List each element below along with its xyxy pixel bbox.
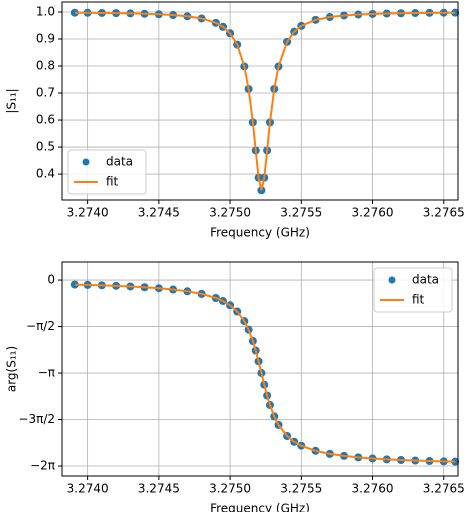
y-tick-label: 0.4	[36, 167, 55, 181]
y-tick-label: −π	[38, 366, 55, 380]
legend-label: fit	[412, 293, 425, 307]
x-tick-label: 3.2755	[280, 206, 322, 220]
x-tick-label: 3.2740	[67, 206, 109, 220]
plot-frame	[61, 1, 459, 201]
legend-label: data	[412, 273, 439, 287]
x-axis-label: Frequency (GHz)	[210, 226, 310, 240]
x-tick-label: 3.2745	[138, 482, 180, 496]
fit-line	[74, 283, 456, 463]
x-tick-label: 3.2760	[352, 206, 394, 220]
y-tick-label: 0.8	[36, 59, 55, 73]
x-tick-label: 3.2745	[138, 206, 180, 220]
y-tick-label: 1.0	[36, 4, 55, 18]
y-tick-label: −2π	[30, 459, 55, 473]
x-tick-label: 3.2750	[209, 482, 251, 496]
x-tick-label: 3.2740	[67, 482, 109, 496]
legend-marker	[388, 276, 396, 284]
y-tick-label: 0.5	[36, 140, 55, 154]
y-tick-label: −3π/2	[18, 412, 55, 426]
y-tick-label: 0.9	[36, 32, 55, 46]
plot-frame	[61, 261, 459, 477]
x-tick-label: 3.2765	[423, 206, 465, 220]
legend: data fit	[67, 149, 147, 195]
legend-marker	[82, 158, 90, 166]
y-tick-label: −π/2	[26, 319, 55, 333]
legend-label: fit	[106, 175, 119, 189]
y-tick-label: 0.7	[36, 86, 55, 100]
legend: data fit	[373, 267, 453, 313]
y-axis-label: arg(S₁₁)	[5, 346, 19, 392]
y-axis-label: |S₁₁|	[5, 88, 19, 113]
x-tick-label: 3.2750	[209, 206, 251, 220]
data-point	[70, 8, 79, 17]
x-tick-label: 3.2765	[423, 482, 465, 496]
legend-label: data	[106, 155, 133, 169]
y-tick-label: 0	[47, 273, 55, 287]
fit-line	[74, 11, 456, 191]
x-tick-label: 3.2755	[280, 482, 322, 496]
y-tick-label: 0.6	[36, 113, 55, 127]
x-axis-label: Frequency (GHz)	[210, 502, 310, 512]
x-tick-label: 3.2760	[352, 482, 394, 496]
